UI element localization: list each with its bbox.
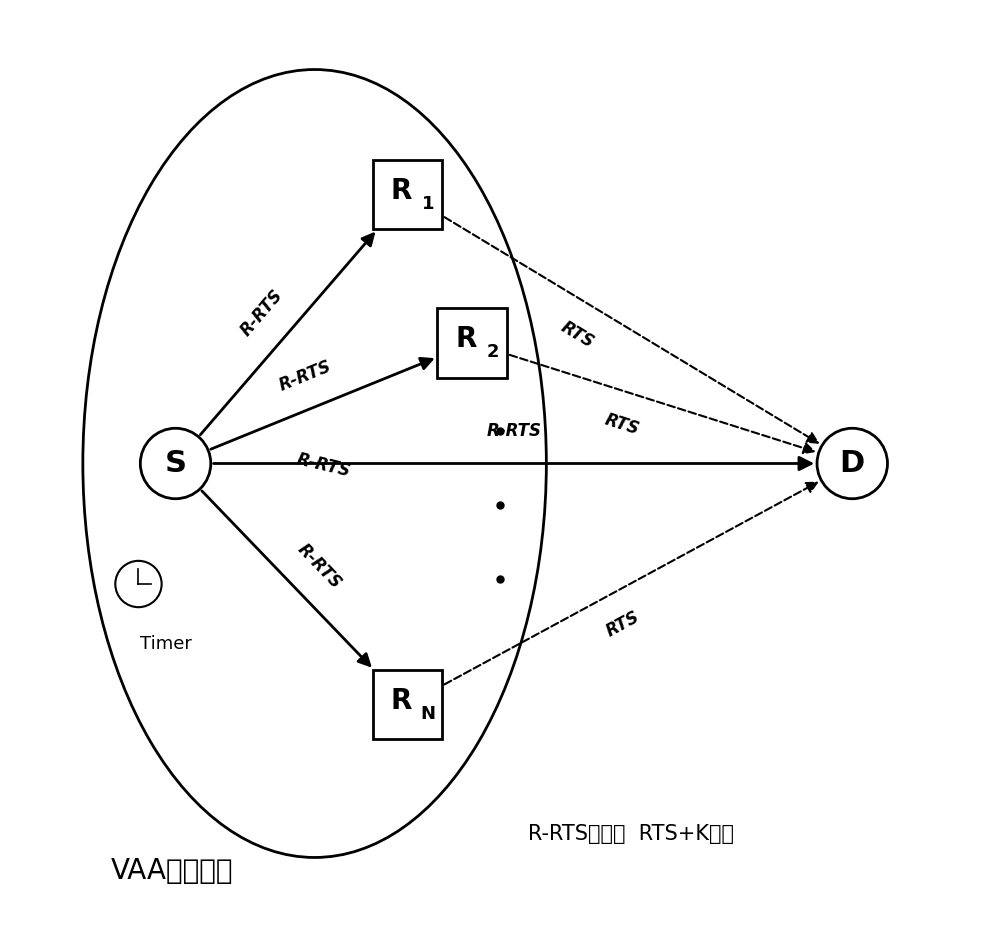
Text: R-RTS: R-RTS [277, 357, 335, 394]
Text: R-RTS格式：  RTS+K字段: R-RTS格式： RTS+K字段 [528, 824, 734, 844]
Text: R-RTS: R-RTS [294, 450, 352, 480]
FancyArrowPatch shape [445, 483, 817, 684]
Bar [373, 670, 442, 740]
FancyArrowPatch shape [444, 217, 818, 443]
Text: N: N [420, 705, 435, 723]
Text: 2: 2 [486, 343, 499, 362]
Text: R-RTS: R-RTS [237, 286, 287, 340]
Bar [373, 159, 442, 229]
Text: R-RTS: R-RTS [486, 422, 541, 440]
Text: VAA接力小区: VAA接力小区 [111, 857, 233, 885]
Circle shape [817, 428, 887, 499]
FancyArrowPatch shape [211, 359, 432, 450]
Text: R: R [390, 687, 411, 715]
FancyArrowPatch shape [510, 355, 814, 453]
FancyArrowPatch shape [200, 234, 373, 435]
Text: Timer: Timer [140, 635, 192, 653]
Text: R: R [390, 177, 411, 205]
Text: RTS: RTS [558, 319, 597, 352]
Text: RTS: RTS [602, 411, 642, 438]
FancyArrowPatch shape [214, 457, 811, 470]
Text: R-RTS: R-RTS [294, 540, 345, 592]
Text: D: D [840, 449, 865, 478]
Text: 1: 1 [421, 195, 434, 213]
Circle shape [140, 428, 211, 499]
Text: RTS: RTS [603, 608, 643, 641]
Text: S: S [165, 449, 187, 478]
Bar [437, 308, 507, 378]
Circle shape [115, 561, 162, 607]
FancyArrowPatch shape [202, 491, 370, 666]
Text: R: R [455, 325, 476, 353]
